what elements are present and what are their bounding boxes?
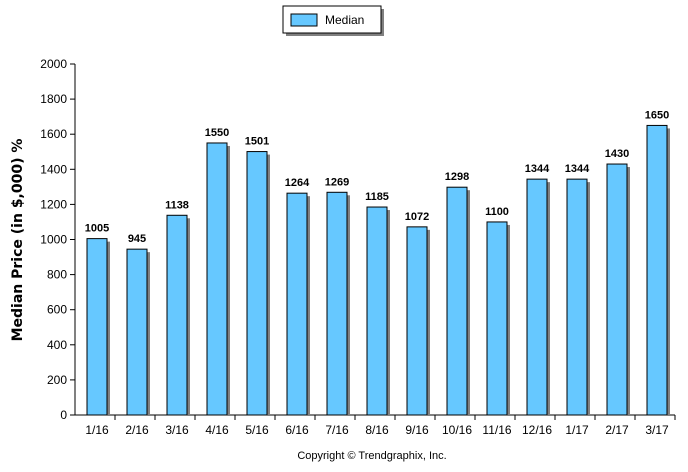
y-tick-label: 1400 (40, 162, 67, 176)
x-tick-label: 8/16 (365, 423, 389, 437)
data-label: 1100 (485, 206, 509, 218)
bar-9-16 (406, 226, 428, 416)
x-tick-label: 3/16 (165, 423, 189, 437)
y-tick-label: 1800 (40, 92, 67, 106)
legend-swatch (290, 13, 318, 27)
x-tick-label: 6/16 (285, 423, 309, 437)
data-label: 1550 (205, 127, 229, 139)
data-label: 1430 (605, 148, 629, 160)
legend: Median (282, 5, 384, 36)
bar-6-16 (286, 192, 308, 416)
data-label: 1072 (405, 211, 429, 223)
legend-label: Median (325, 13, 364, 27)
data-label: 1650 (645, 109, 669, 121)
bar-12-16 (526, 178, 548, 416)
bar-5-16 (246, 151, 268, 416)
bars: 1005 945 1138 1550 1501 1264 1269 1185 1072 1298 1… (85, 109, 670, 416)
x-tick-label: 2/17 (605, 423, 629, 437)
copyright-text: Copyright © Trendgraphix, Inc. (297, 450, 446, 462)
x-tick-label: 9/16 (405, 423, 429, 437)
bar-4-16 (206, 142, 228, 416)
data-label: 1344 (525, 163, 550, 175)
bar-2-17 (606, 163, 628, 416)
x-tick-label: 10/16 (442, 423, 472, 437)
x-tick-label: 3/17 (645, 423, 669, 437)
bar-1-16 (86, 238, 108, 416)
x-tick-label: 7/16 (325, 423, 349, 437)
data-label: 1501 (245, 136, 269, 148)
bar-3-17 (646, 124, 668, 416)
bar-2-16 (126, 248, 148, 416)
data-label: 1298 (445, 171, 469, 183)
y-tick-label: 600 (47, 303, 67, 317)
y-tick-label: 1200 (40, 197, 67, 211)
x-tick-label: 5/16 (245, 423, 269, 437)
data-label: 1138 (165, 199, 189, 211)
y-tick-label: 1000 (40, 233, 67, 247)
bar-8-16 (366, 206, 388, 416)
x-tick-label: 12/16 (522, 423, 552, 437)
y-tick-label: 800 (47, 268, 67, 282)
x-tick-label: 11/16 (482, 423, 511, 437)
x-tick-label: 1/16 (85, 423, 109, 437)
x-tick-label: 2/16 (125, 423, 149, 437)
y-axis-title: Median Price (in $,000) % (10, 139, 26, 342)
bar-7-16 (326, 191, 348, 416)
x-ticks: 1/16 2/16 3/16 4/16 5/16 6/16 7/16 8/16 9/16 10/1… (85, 415, 676, 437)
data-label: 1264 (285, 177, 310, 189)
data-label: 1269 (325, 176, 349, 188)
y-tick-label: 2000 (40, 57, 67, 71)
data-label: 1344 (565, 163, 590, 175)
data-label: 945 (128, 233, 146, 245)
bar-3-16 (166, 214, 188, 416)
y-ticks: 0 200 400 600 800 1000 1200 1400 1600 1800 2000 (40, 57, 75, 422)
y-tick-label: 400 (47, 338, 67, 352)
bar-1-17 (566, 178, 588, 416)
data-label: 1185 (365, 191, 389, 203)
bar-10-16 (446, 186, 468, 416)
x-tick-label: 4/16 (205, 423, 229, 437)
y-tick-label: 0 (60, 408, 67, 422)
bar-11-16 (486, 221, 508, 416)
y-tick-label: 200 (47, 373, 67, 387)
x-tick-label: 1/17 (565, 423, 589, 437)
data-label: 1005 (85, 223, 109, 235)
y-tick-label: 1600 (40, 127, 67, 141)
